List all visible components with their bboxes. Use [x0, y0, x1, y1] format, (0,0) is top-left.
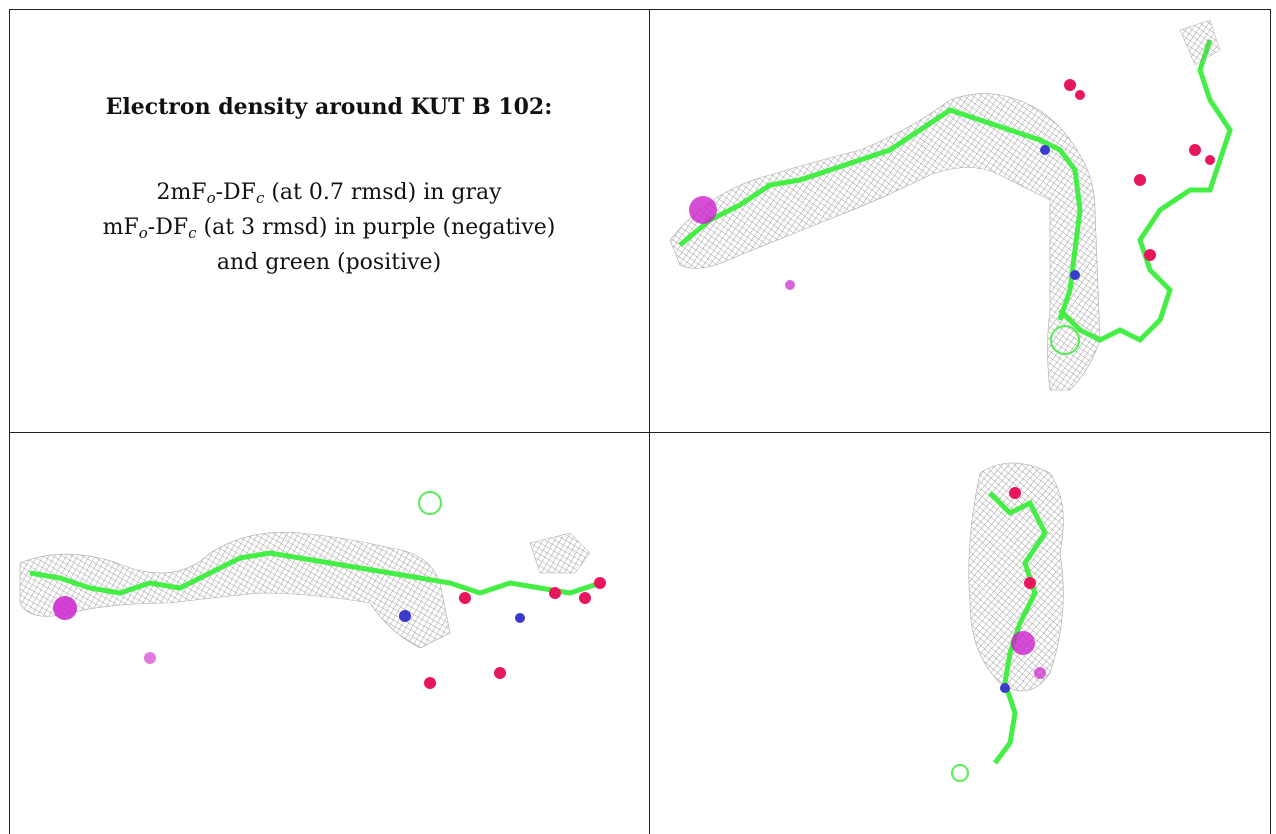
density-view-bottom-right	[650, 433, 1270, 834]
table-right-border	[1270, 9, 1271, 834]
legend-line-purple: mFo-DFc (at 3 rmsd) in purple (negative)	[102, 215, 556, 242]
table-top-border	[9, 9, 1271, 10]
table-center-border	[649, 9, 650, 834]
electron-density-map-icon	[19, 491, 606, 689]
legend-line-gray: 2mFo-DFc (at 0.7 rmsd) in gray	[156, 180, 502, 207]
figure-description: 2mFo-DFc (at 0.7 rmsd) in gray mFo-DFc (…	[103, 178, 556, 278]
table-middle-border	[9, 432, 1271, 433]
legend-line-green: and green (positive)	[216, 250, 442, 275]
caption-cell: Electron density around KUT B 102: 2mFo-…	[9, 9, 649, 432]
electron-density-map-icon	[951, 462, 1064, 782]
figure-title: Electron density around KUT B 102:	[105, 94, 553, 120]
density-view-top-right	[650, 10, 1270, 432]
electron-density-map-icon	[669, 19, 1233, 391]
table-left-border	[9, 9, 10, 834]
density-view-bottom-left	[10, 433, 649, 834]
